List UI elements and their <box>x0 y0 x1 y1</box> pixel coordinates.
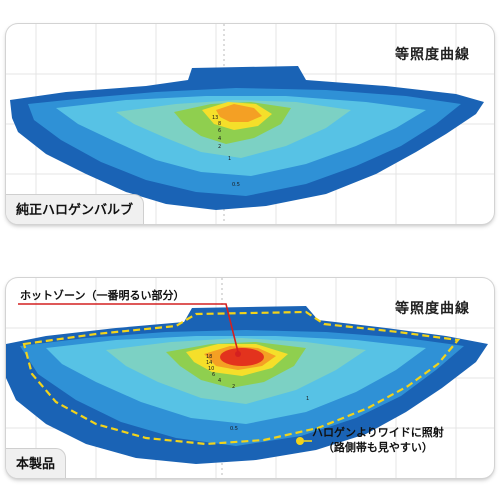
bottom-level-label: 6 <box>212 372 215 378</box>
bottom-level-label: 0.5 <box>230 426 238 432</box>
top-level-label: 6 <box>218 128 221 134</box>
bottom-isolux-diagram: 18 14 10 6 4 2 1 0.5 <box>6 278 494 478</box>
halogen-bulb-label: 純正ハロゲンバルブ <box>6 194 145 224</box>
bottom-level-label: 1 <box>306 396 309 402</box>
top-level-label: 4 <box>218 136 221 142</box>
bottom-level-label: 2 <box>232 384 235 390</box>
wide-coverage-line1: ハロゲンよりワイドに照射 <box>312 426 444 439</box>
top-level-label: 8 <box>218 121 221 127</box>
hot-zone-label: ホットゾーン（一番明るい部分） <box>20 289 185 302</box>
bottom-level-label: 4 <box>218 378 221 384</box>
product-label: 本製品 <box>6 448 67 478</box>
top-isolux-diagram: 13 8 6 4 2 1 0.5 <box>6 24 494 224</box>
bottom-level-label: 18 <box>206 354 212 360</box>
top-panel-title: 等照度曲線 <box>395 47 470 63</box>
bottom-level-label: 10 <box>208 366 214 372</box>
bottom-hot-zone <box>220 348 264 366</box>
top-panel: 13 8 6 4 2 1 0.5 等照度曲線 純正ハロゲンバルブ <box>6 24 494 224</box>
top-level-label: 2 <box>218 144 221 150</box>
top-contour-orange <box>216 104 262 122</box>
top-level-label: 1 <box>228 156 231 162</box>
top-level-label: 0.5 <box>232 182 240 188</box>
wide-coverage-outline <box>22 310 461 446</box>
bottom-panel-title: 等照度曲線 <box>395 301 470 317</box>
top-level-label: 13 <box>212 115 218 121</box>
wide-coverage-label: ハロゲンよりワイドに照射 （路側帯も見やすい） <box>312 425 444 455</box>
bottom-panel: 18 14 10 6 4 2 1 0.5 等照度曲線 本製品 <box>6 278 494 478</box>
bottom-level-label: 14 <box>206 360 212 366</box>
wide-coverage-line2: （路側帯も見やすい） <box>322 441 433 454</box>
